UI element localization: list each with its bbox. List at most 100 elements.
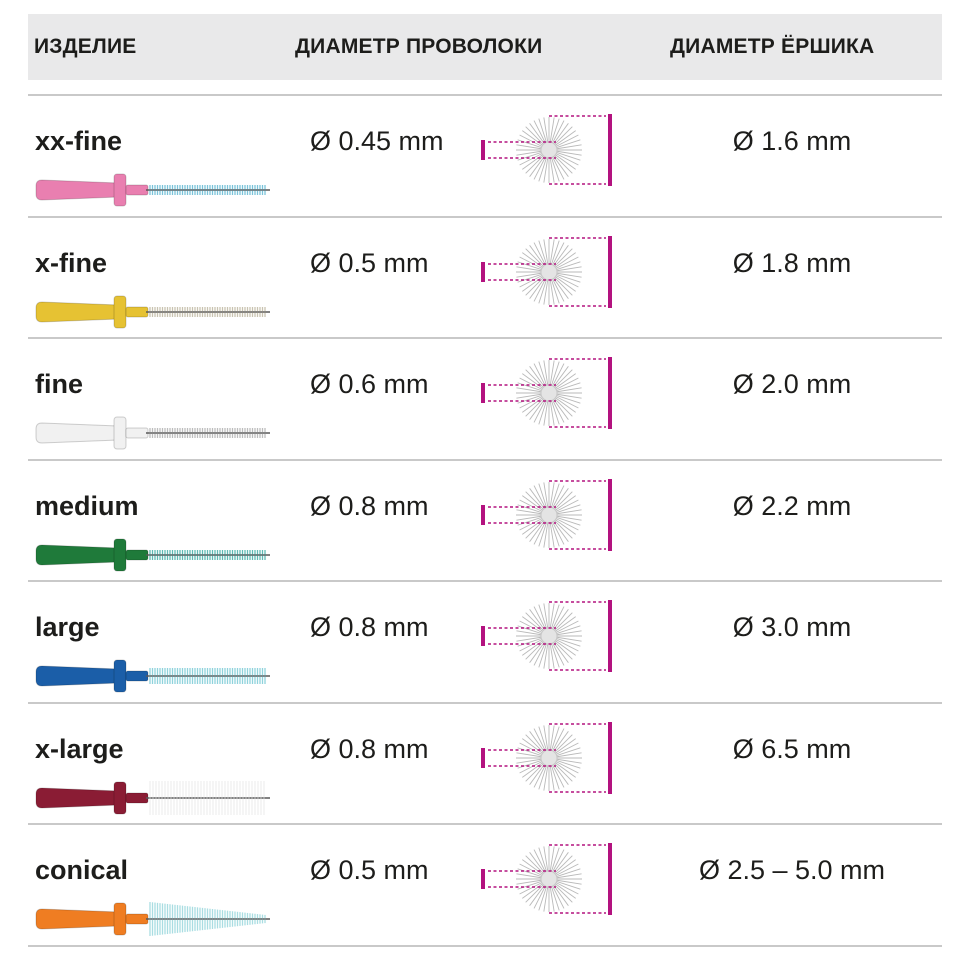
brush-neck — [125, 184, 149, 196]
wire-diameter-value: Ø 0.5 mm — [310, 855, 429, 885]
interdental-brush-icon — [35, 538, 270, 571]
brush-collar — [113, 416, 127, 450]
brush-neck — [125, 670, 149, 682]
interdental-brush-icon — [35, 173, 270, 207]
interdental-brush-icon — [35, 295, 270, 328]
brush-dimension-bar — [608, 600, 612, 672]
bristle-rays — [516, 846, 582, 912]
wire-core — [540, 870, 558, 888]
brush-dimension-bar — [608, 235, 612, 308]
brush-diameter-value: Ø 6.5 mm — [732, 733, 852, 764]
interdental-brush-icon — [35, 902, 270, 936]
cross-section-diagram — [481, 600, 612, 672]
row-divider — [28, 458, 942, 461]
row-divider — [28, 944, 942, 947]
wire-dimension-bar — [481, 140, 485, 160]
interdental-brush-icon — [35, 659, 270, 693]
table-row: conical Ø 0.5 mm Ø 2.5 – 5.0 mm — [28, 827, 942, 947]
bristle-rays — [516, 481, 582, 548]
product-name: fine — [35, 369, 84, 399]
brush-collar — [113, 173, 127, 207]
brush-collar — [113, 781, 127, 814]
wire-dimension-bar — [481, 747, 485, 768]
cross-section-diagram — [481, 843, 612, 915]
bristle-rays — [516, 724, 582, 791]
bristle-rays — [516, 603, 582, 669]
brush-dimension-bar — [608, 843, 612, 915]
column-header-product: ИЗДЕЛИЕ — [34, 35, 137, 58]
brush-handle — [35, 300, 119, 323]
brush-collar — [113, 659, 127, 693]
table-row: x-fine Ø 0.5 mm Ø 1.8 mm — [28, 220, 942, 340]
brush-handle — [35, 665, 119, 687]
product-name: x-fine — [35, 247, 108, 278]
table-row: large Ø 0.8 mm Ø 3.0 mm — [28, 584, 942, 704]
row-divider — [28, 215, 942, 218]
brush-collar — [113, 902, 127, 936]
brush-dimension-bar — [608, 114, 612, 186]
brush-diameter-value: Ø 2.2 mm — [732, 490, 852, 521]
row-divider — [28, 701, 942, 704]
table-row: xx-fine Ø 0.45 mm Ø 1.6 mm — [28, 98, 942, 218]
brush-dimension-bar — [608, 357, 612, 429]
brush-neck — [125, 913, 149, 925]
brush-handle — [35, 179, 119, 201]
table-row: medium Ø 0.8 mm Ø 2.2 mm — [28, 463, 942, 583]
wire-core — [540, 627, 558, 645]
brush-collar — [113, 295, 127, 328]
column-header-brush-diameter: ДИАМЕТР ЁРШИКА — [670, 35, 875, 58]
brush-handle — [35, 786, 119, 809]
brush-dimension-bar — [608, 721, 612, 794]
cross-section-diagram — [481, 114, 612, 186]
brush-neck — [125, 427, 149, 439]
brush-neck — [125, 549, 149, 560]
product-name: conical — [35, 855, 129, 885]
brush-neck — [125, 306, 149, 317]
cross-section-diagram — [481, 235, 612, 308]
wire-dimension-bar — [481, 504, 485, 525]
wire-core — [540, 263, 558, 280]
table-header: ИЗДЕЛИЕ ДИАМЕТР ПРОВОЛОКИ ДИАМЕТР ЁРШИКА — [28, 14, 942, 80]
product-name: xx-fine — [35, 126, 123, 156]
row-divider — [28, 337, 942, 339]
wire-dimension-bar — [481, 261, 485, 282]
brush-diameter-value: Ø 2.0 mm — [732, 369, 852, 399]
column-header-wire-diameter: ДИАМЕТР ПРОВОЛОКИ — [295, 35, 543, 58]
brush-diameter-value: Ø 1.6 mm — [732, 126, 852, 156]
wire-core — [540, 384, 558, 402]
wire-dimension-bar — [481, 869, 485, 889]
wire-dimension-bar — [481, 383, 485, 403]
wire-diameter-value: Ø 0.8 mm — [310, 733, 429, 764]
brush-diameter-value: Ø 2.5 – 5.0 mm — [698, 855, 886, 885]
brush-diameter-value: Ø 1.8 mm — [732, 247, 852, 278]
wire-core — [540, 749, 558, 766]
wire-diameter-value: Ø 0.5 mm — [310, 247, 429, 278]
wire-diameter-value: Ø 0.8 mm — [310, 612, 429, 642]
table-row: x-large Ø 0.8 mm Ø 6.5 mm — [28, 706, 942, 826]
brush-dimension-bar — [608, 478, 612, 551]
product-name: x-large — [35, 733, 124, 764]
brush-handle — [35, 543, 119, 566]
row-divider — [28, 94, 942, 96]
wire-diameter-value: Ø 0.45 mm — [310, 126, 444, 156]
wire-diameter-value: Ø 0.8 mm — [310, 490, 429, 521]
brush-neck — [125, 792, 149, 803]
cross-section-diagram — [481, 721, 612, 794]
interdental-brush-icon — [35, 780, 270, 815]
interdental-brush-icon — [35, 416, 270, 450]
product-name: medium — [35, 490, 139, 521]
row-divider — [28, 580, 942, 582]
brush-handle — [35, 422, 119, 444]
wire-core — [540, 141, 558, 159]
cross-section-diagram — [481, 357, 612, 429]
brush-collar — [113, 538, 127, 571]
table-row: fine Ø 0.6 mm Ø 2.0 mm — [28, 341, 942, 461]
brush-handle — [35, 908, 119, 930]
product-name: large — [35, 612, 100, 642]
wire-dimension-bar — [481, 626, 485, 646]
wire-diameter-value: Ø 0.6 mm — [310, 369, 429, 399]
wire-core — [540, 506, 558, 523]
cross-section-diagram — [481, 478, 612, 551]
row-divider — [28, 823, 942, 825]
brush-diameter-value: Ø 3.0 mm — [732, 612, 852, 642]
